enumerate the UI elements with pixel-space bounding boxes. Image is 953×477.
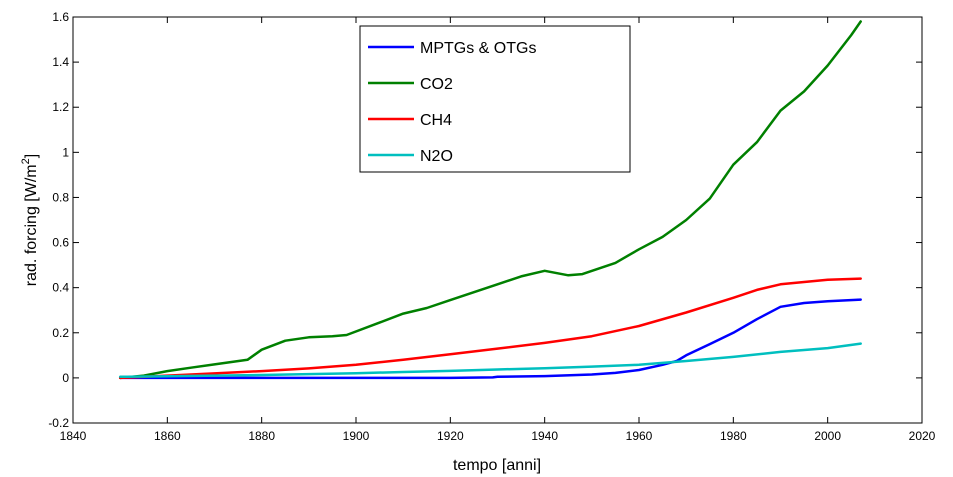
x-tick-label: 1940 <box>531 429 558 443</box>
y-axis-title-main: rad. forcing [W/m <box>23 164 40 286</box>
series-group <box>118 20 862 380</box>
series-line-ch4 <box>118 277 862 380</box>
series-line-n2o <box>118 342 862 379</box>
y-axis-title-tail: ] <box>23 154 40 158</box>
y-tick-label: 0.6 <box>52 236 69 250</box>
x-tick-label: 1880 <box>248 429 275 443</box>
y-tick-label: 1.2 <box>52 100 69 114</box>
legend-label-co2: CO2 <box>420 76 453 93</box>
legend-label-n2o: N2O <box>420 148 453 165</box>
x-tick-label: 1900 <box>343 429 370 443</box>
legend-box <box>359 25 631 173</box>
y-axis-title-sup: 2 <box>20 158 32 164</box>
legend-label-ch4: CH4 <box>420 112 452 129</box>
y-tick-label: 0.4 <box>52 281 69 295</box>
series-line-co2 <box>118 20 862 380</box>
x-tick-label: 1980 <box>720 429 747 443</box>
y-tick-label: 1 <box>62 145 69 159</box>
axis-ticks: 1840 1860 1880 1900 1920 1940 1960 1980 2000 2020… <box>48 10 935 443</box>
series-line-mptgs-otgs <box>118 298 862 380</box>
x-tick-label: 2000 <box>814 429 841 443</box>
y-tick-label: 1.6 <box>52 10 69 24</box>
x-tick-label: 2020 <box>909 429 936 443</box>
legend-label-mptgs-otgs: MPTGs & OTGs <box>420 40 536 57</box>
y-tick-label: 0.2 <box>52 326 69 340</box>
x-tick-label: 1920 <box>437 429 464 443</box>
y-tick-label: 0.8 <box>52 190 69 204</box>
x-tick-label: 1860 <box>154 429 181 443</box>
x-tick-label: 1840 <box>60 429 87 443</box>
legend: MPTGs & OTGs CO2 CH4 N2O <box>359 25 631 173</box>
x-tick-label: 1960 <box>626 429 653 443</box>
x-axis-title: tempo [anni] <box>453 457 541 474</box>
y-tick-label: -0.2 <box>48 416 69 430</box>
y-tick-label: 0 <box>62 371 69 385</box>
y-tick-label: 1.4 <box>52 55 69 69</box>
y-axis-title: rad. forcing [W/m2] <box>20 154 40 286</box>
